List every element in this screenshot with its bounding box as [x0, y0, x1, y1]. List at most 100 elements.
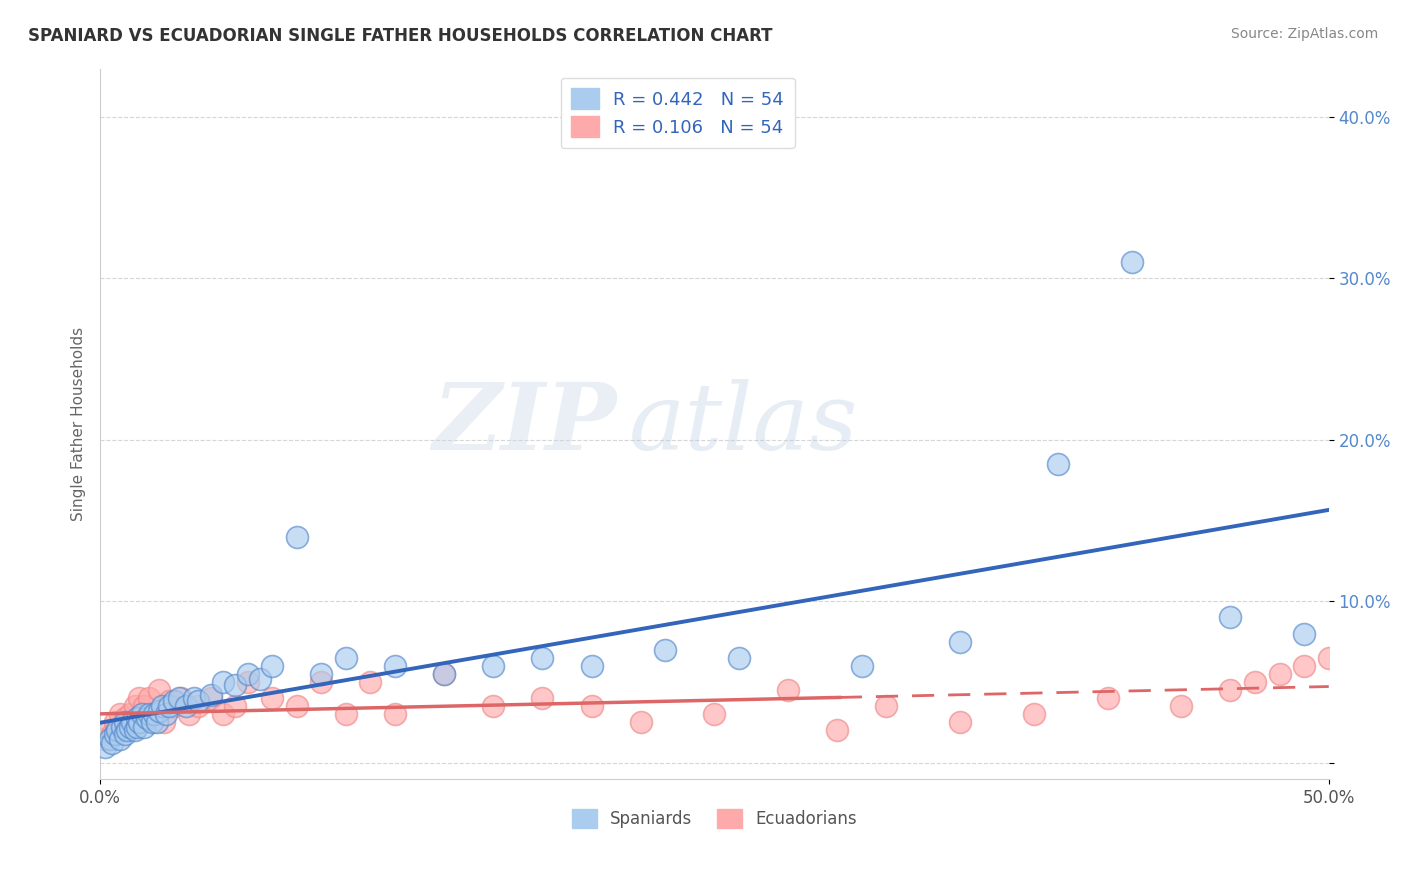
Point [150, 699, 173, 714]
Point [125, 720, 148, 734]
Point [262, 691, 284, 706]
Text: Source: ZipAtlas.com: Source: ZipAtlas.com [1230, 27, 1378, 41]
Point [157, 694, 180, 708]
Point [145, 715, 167, 730]
Point [482, 699, 505, 714]
Point [131, 707, 153, 722]
Point [581, 699, 603, 714]
Point [114, 715, 136, 730]
Point [114, 727, 136, 741]
Point [105, 723, 128, 738]
Point [98, 723, 121, 738]
Point [212, 707, 235, 722]
Point [115, 715, 138, 730]
Point [94, 739, 117, 754]
Point [108, 707, 131, 722]
Point [654, 642, 676, 657]
Point [778, 683, 800, 698]
Point [335, 650, 357, 665]
Point [94, 731, 117, 746]
Point [311, 667, 333, 681]
Point [135, 710, 157, 724]
Point [148, 683, 170, 698]
Point [949, 715, 972, 730]
Point [262, 659, 284, 673]
Point [531, 650, 554, 665]
Point [1317, 650, 1340, 665]
Point [163, 699, 186, 714]
Point [124, 723, 146, 738]
Point [1022, 707, 1045, 722]
Point [1170, 699, 1192, 714]
Point [153, 715, 176, 730]
Point [581, 659, 603, 673]
Point [134, 720, 156, 734]
Point [131, 707, 153, 722]
Point [115, 723, 138, 738]
Point [143, 707, 166, 722]
Point [851, 659, 873, 673]
Point [433, 667, 456, 681]
Point [111, 720, 134, 734]
Point [433, 667, 456, 681]
Point [101, 736, 124, 750]
Point [148, 704, 170, 718]
Point [384, 707, 406, 722]
Text: SPANIARD VS ECUADORIAN SINGLE FATHER HOUSEHOLDS CORRELATION CHART: SPANIARD VS ECUADORIAN SINGLE FATHER HOU… [28, 27, 773, 45]
Point [249, 672, 271, 686]
Point [167, 691, 190, 706]
Point [170, 691, 193, 706]
Point [875, 699, 897, 714]
Point [1121, 255, 1143, 269]
Point [155, 707, 177, 722]
Point [236, 667, 259, 681]
Point [174, 699, 197, 714]
Point [224, 699, 246, 714]
Point [143, 707, 166, 722]
Point [141, 715, 163, 730]
Point [104, 727, 127, 741]
Point [1097, 691, 1119, 706]
Point [187, 699, 209, 714]
Point [1294, 626, 1316, 640]
Legend: Spaniards, Ecuadorians: Spaniards, Ecuadorians [565, 802, 863, 835]
Point [105, 723, 128, 738]
Point [531, 691, 554, 706]
Point [138, 707, 160, 722]
Point [482, 659, 505, 673]
Point [200, 691, 222, 706]
Point [200, 688, 222, 702]
Point [285, 699, 308, 714]
Point [121, 715, 143, 730]
Text: ZIP: ZIP [432, 379, 616, 468]
Point [118, 707, 141, 722]
Point [212, 675, 235, 690]
Text: atlas: atlas [628, 379, 858, 468]
Point [125, 715, 148, 730]
Point [1294, 659, 1316, 673]
Point [104, 715, 127, 730]
Point [949, 634, 972, 648]
Y-axis label: Single Father Households: Single Father Households [72, 326, 86, 521]
Point [134, 699, 156, 714]
Point [128, 715, 150, 730]
Point [311, 675, 333, 690]
Point [1219, 610, 1241, 624]
Point [236, 675, 259, 690]
Point [135, 710, 157, 724]
Point [163, 694, 186, 708]
Point [359, 675, 381, 690]
Point [187, 694, 209, 708]
Point [114, 710, 136, 724]
Point [335, 707, 357, 722]
Point [1244, 675, 1267, 690]
Point [111, 720, 134, 734]
Point [98, 731, 121, 746]
Point [108, 731, 131, 746]
Point [101, 727, 124, 741]
Point [125, 710, 148, 724]
Point [285, 530, 308, 544]
Point [224, 678, 246, 692]
Point [177, 707, 200, 722]
Point [1268, 667, 1291, 681]
